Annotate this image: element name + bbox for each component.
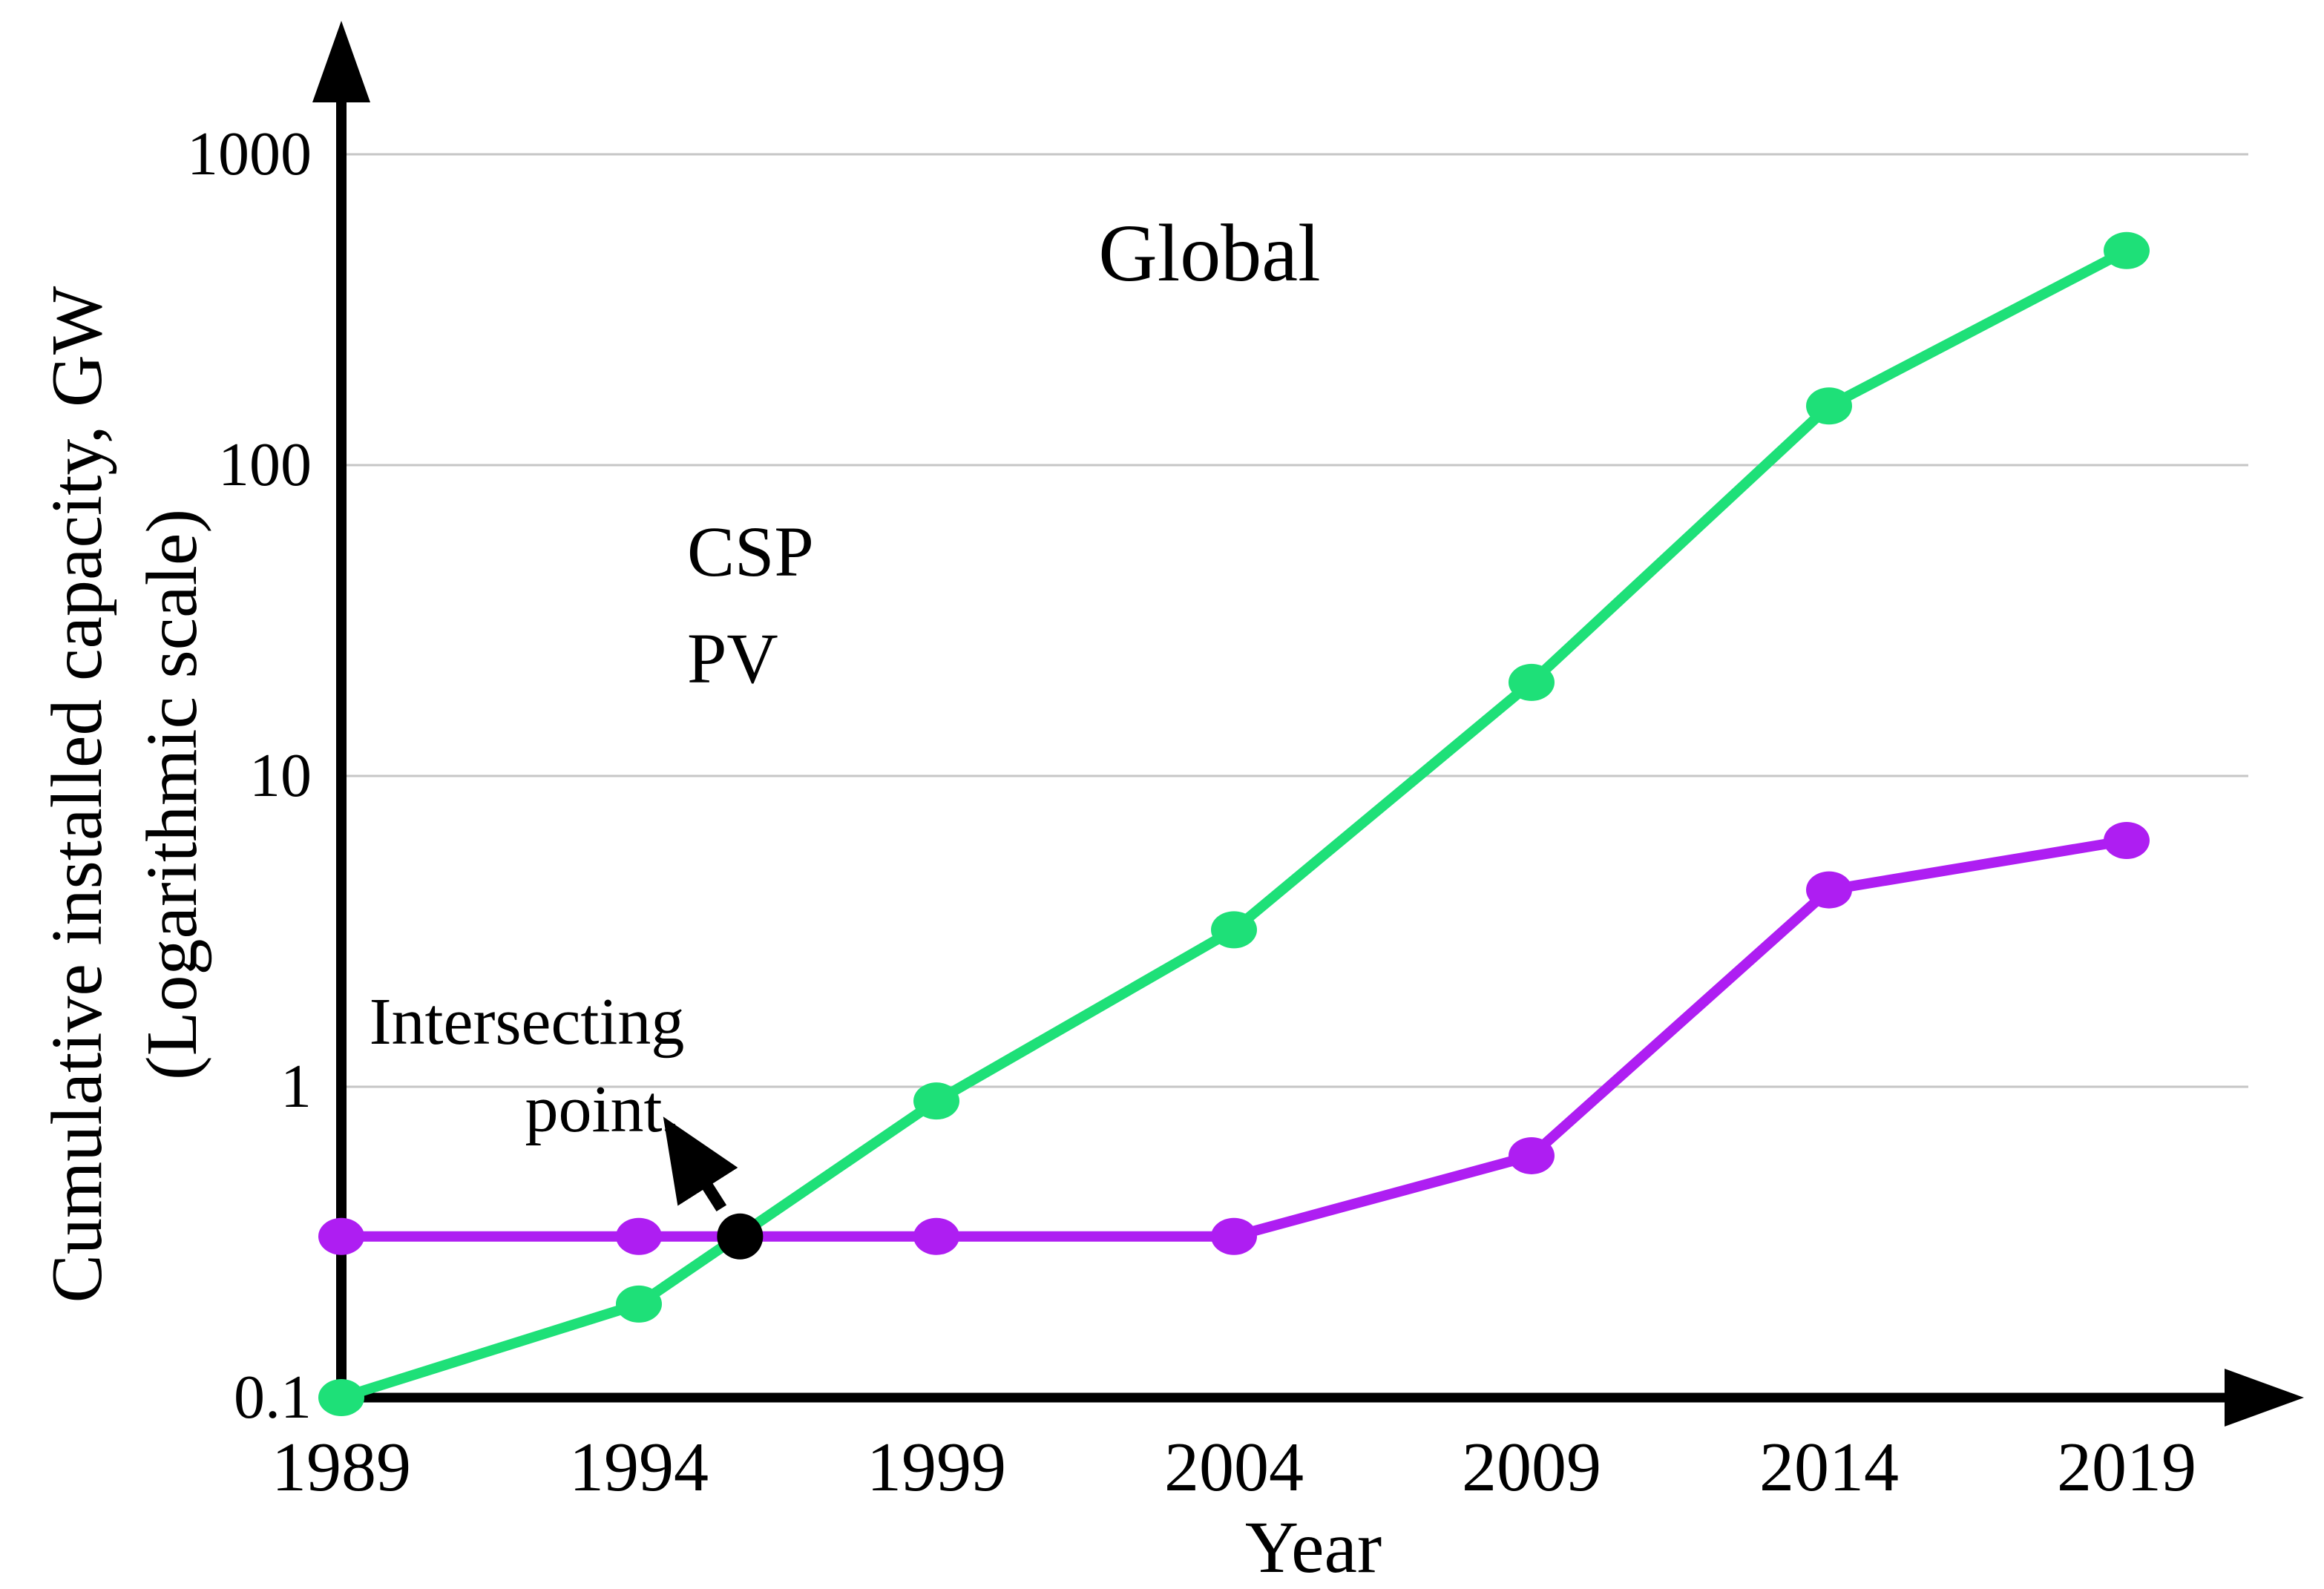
pv-data-point [1806,387,1852,425]
csp-data-point [1509,1136,1555,1174]
pv-data-point [616,1285,662,1323]
csp-color-swatch [588,518,656,586]
x-tick-label-1989: 1989 [272,1429,411,1506]
csp-data-point [1806,871,1852,909]
y-tick-label-100: 100 [218,430,312,499]
chart-title: Global [1098,208,1321,298]
pv-data-point [913,1082,959,1120]
csp-data-point [1211,1217,1257,1255]
x-axis-arrowhead-icon [2225,1369,2304,1427]
pv-color-swatch [588,625,656,693]
csp-data-point [2104,821,2150,859]
y-tick-label-1: 1 [280,1052,312,1121]
x-tick-label-1994: 1994 [569,1429,709,1506]
x-tick-label-2004: 2004 [1164,1429,1304,1506]
annotation-intersecting-line1: Intersecting [369,985,685,1059]
y-tick-label-1000: 1000 [187,119,312,188]
csp-data-point [318,1217,364,1255]
y-axis-arrowhead-icon [312,21,370,102]
pv-data-point [318,1379,364,1416]
pv-data-point [1211,911,1257,949]
pv-data-point [2104,231,2150,269]
annotation-arrow-icon [663,1116,738,1212]
intersection-point-marker [717,1213,764,1260]
annotation-intersecting-line2: point [525,1073,663,1146]
x-axis-title: Year [1244,1506,1382,1588]
legend-item-csp: CSP [588,516,814,588]
legend-item-pv: PV [588,623,778,694]
csp-data-point [913,1217,959,1255]
csp-data-point [616,1217,662,1255]
y-tick-label-0.1: 0.1 [234,1363,312,1432]
legend-label-pv: PV [687,619,778,698]
legend-label-csp: CSP [687,512,814,591]
x-tick-label-1999: 1999 [867,1429,1006,1506]
y-tick-label-10: 10 [249,741,312,810]
pv-data-point [1509,663,1555,701]
x-tick-label-2014: 2014 [1759,1429,1899,1506]
x-tick-label-2009: 2009 [1462,1429,1601,1506]
x-tick-label-2019: 2019 [2057,1429,2196,1506]
